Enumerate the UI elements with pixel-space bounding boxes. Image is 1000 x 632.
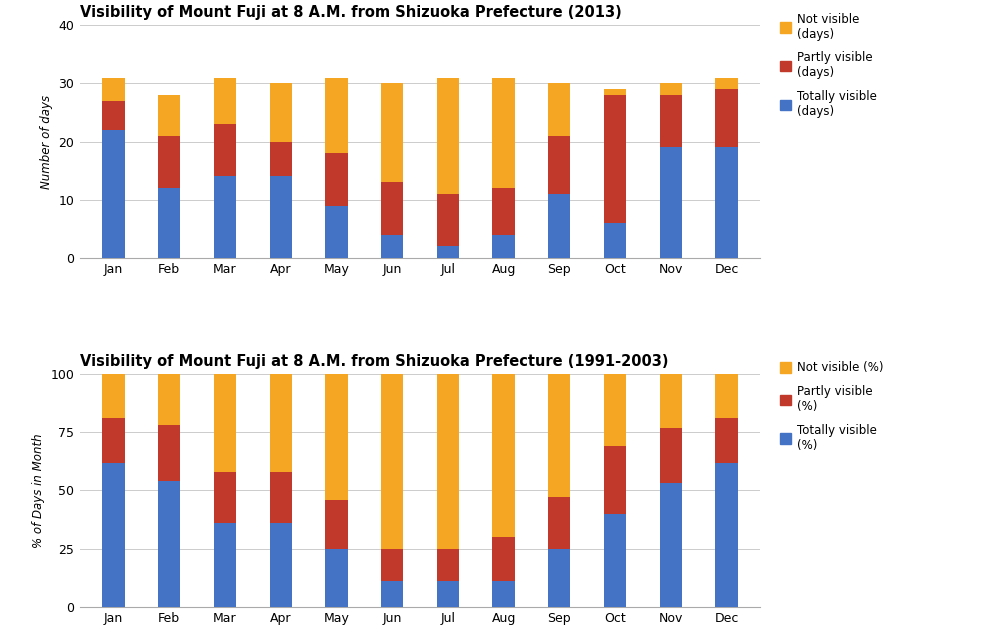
- Bar: [325, 153, 348, 205]
- Bar: [492, 188, 515, 234]
- Bar: [102, 78, 125, 101]
- Bar: [270, 83, 292, 142]
- Bar: [660, 83, 682, 95]
- Bar: [437, 549, 459, 581]
- Bar: [102, 463, 125, 607]
- Bar: [381, 581, 403, 607]
- Bar: [158, 481, 180, 607]
- Bar: [437, 374, 459, 549]
- Bar: [158, 136, 180, 188]
- Bar: [548, 83, 570, 136]
- Bar: [381, 234, 403, 258]
- Bar: [270, 523, 292, 607]
- Bar: [604, 446, 626, 514]
- Bar: [214, 124, 236, 176]
- Bar: [214, 78, 236, 124]
- Bar: [548, 549, 570, 607]
- Bar: [492, 78, 515, 188]
- Bar: [548, 497, 570, 549]
- Bar: [715, 463, 738, 607]
- Bar: [158, 374, 180, 425]
- Bar: [214, 523, 236, 607]
- Bar: [660, 428, 682, 483]
- Bar: [102, 101, 125, 130]
- Bar: [604, 223, 626, 258]
- Bar: [325, 78, 348, 153]
- Bar: [270, 374, 292, 472]
- Bar: [492, 581, 515, 607]
- Bar: [492, 537, 515, 581]
- Bar: [158, 188, 180, 258]
- Bar: [548, 194, 570, 258]
- Y-axis label: % of Days in Month: % of Days in Month: [32, 433, 45, 548]
- Bar: [715, 89, 738, 147]
- Bar: [325, 374, 348, 500]
- Bar: [437, 581, 459, 607]
- Bar: [604, 95, 626, 223]
- Bar: [604, 514, 626, 607]
- Y-axis label: Number of days: Number of days: [40, 95, 53, 188]
- Bar: [492, 374, 515, 537]
- Bar: [437, 194, 459, 246]
- Bar: [158, 425, 180, 481]
- Bar: [381, 374, 403, 549]
- Bar: [660, 147, 682, 258]
- Legend: Not visible (%), Partly visible
(%), Totally visible
(%): Not visible (%), Partly visible (%), Tot…: [780, 362, 884, 452]
- Bar: [715, 147, 738, 258]
- Bar: [548, 374, 570, 497]
- Bar: [604, 89, 626, 95]
- Bar: [437, 78, 459, 194]
- Bar: [325, 205, 348, 258]
- Bar: [270, 472, 292, 523]
- Bar: [214, 472, 236, 523]
- Bar: [325, 549, 348, 607]
- Bar: [102, 418, 125, 463]
- Bar: [102, 130, 125, 258]
- Bar: [381, 549, 403, 581]
- Bar: [381, 182, 403, 234]
- Bar: [158, 95, 180, 136]
- Text: Visibility of Mount Fuji at 8 A.M. from Shizuoka Prefecture (1991-2003): Visibility of Mount Fuji at 8 A.M. from …: [80, 354, 668, 369]
- Bar: [214, 374, 236, 472]
- Bar: [660, 483, 682, 607]
- Bar: [492, 234, 515, 258]
- Bar: [604, 374, 626, 446]
- Bar: [102, 374, 125, 418]
- Bar: [660, 374, 682, 428]
- Bar: [715, 78, 738, 89]
- Legend: Not visible
(days), Partly visible
(days), Totally visible
(days): Not visible (days), Partly visible (days…: [780, 13, 877, 118]
- Text: Visibility of Mount Fuji at 8 A.M. from Shizuoka Prefecture (2013): Visibility of Mount Fuji at 8 A.M. from …: [80, 5, 622, 20]
- Bar: [381, 83, 403, 182]
- Bar: [437, 246, 459, 258]
- Bar: [715, 374, 738, 418]
- Bar: [660, 95, 682, 147]
- Bar: [214, 176, 236, 258]
- Bar: [548, 136, 570, 194]
- Bar: [270, 176, 292, 258]
- Bar: [325, 500, 348, 549]
- Bar: [715, 418, 738, 463]
- Bar: [270, 142, 292, 176]
